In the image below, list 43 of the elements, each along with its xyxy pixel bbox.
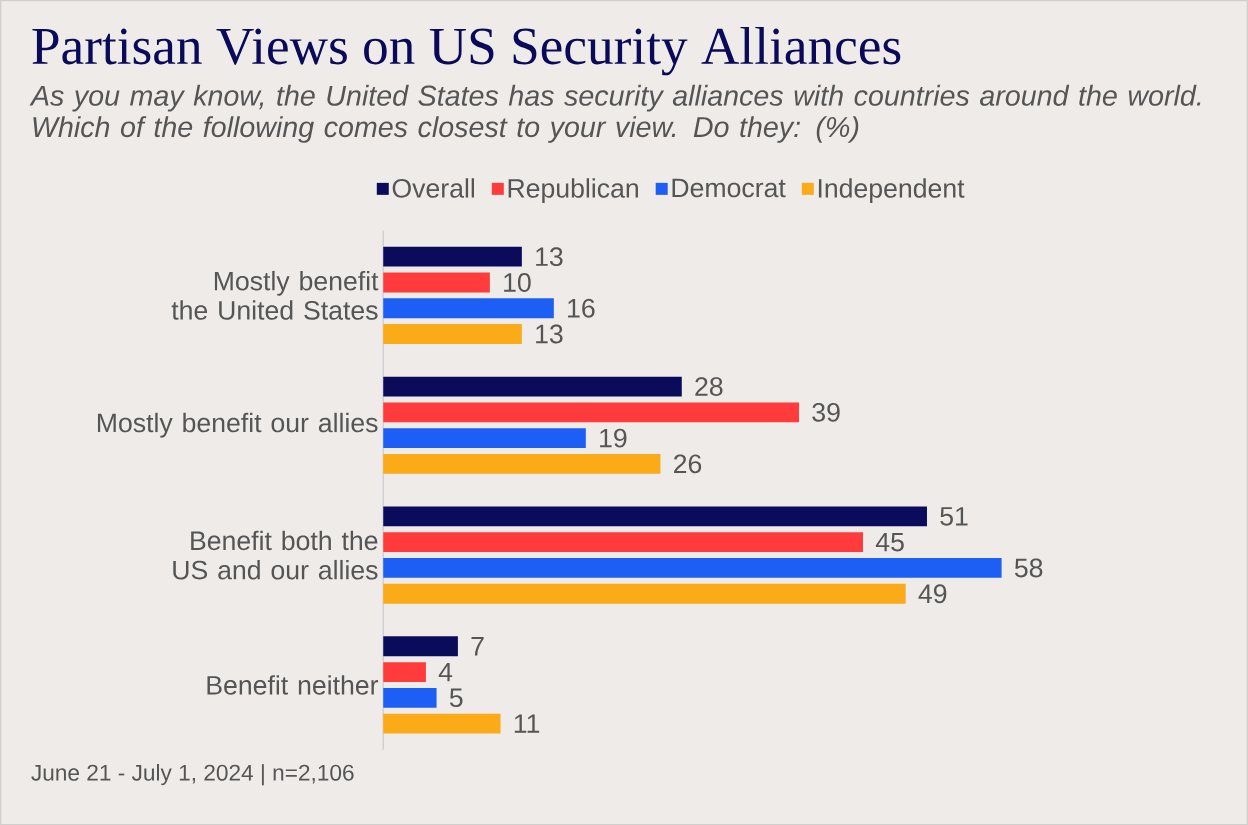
legend-label: Overall bbox=[392, 178, 475, 198]
bar bbox=[383, 661, 426, 682]
bar bbox=[383, 246, 522, 267]
bar bbox=[383, 532, 864, 552]
data-label: 39 bbox=[812, 402, 840, 422]
bar bbox=[383, 376, 682, 397]
legend-label: Republican bbox=[508, 178, 638, 203]
data-label: 51 bbox=[940, 506, 968, 526]
data-label: 5 bbox=[449, 688, 463, 707]
legend-label: Democrat bbox=[672, 178, 786, 198]
data-label: 16 bbox=[568, 298, 595, 318]
bar bbox=[383, 453, 661, 474]
bar bbox=[383, 583, 906, 604]
data-label: 49 bbox=[918, 584, 947, 603]
y-tick-label: Mostly benefit the United States bbox=[171, 270, 379, 320]
chart-title: Partisan Views on US Security Alliances bbox=[32, 26, 901, 76]
y-tick-label: Benefit neither bbox=[207, 674, 379, 695]
y-tick-label: Mostly benefit our allies bbox=[97, 412, 378, 438]
bar bbox=[383, 323, 522, 344]
text: June 21 - July 1, 2024 | n=2,106 bbox=[31, 763, 354, 786]
data-label: 7 bbox=[471, 636, 484, 656]
bar bbox=[383, 687, 437, 708]
bar bbox=[383, 298, 554, 318]
bar bbox=[383, 402, 800, 423]
bar bbox=[383, 636, 458, 656]
data-label: 26 bbox=[674, 454, 702, 474]
data-label: 13 bbox=[536, 324, 563, 344]
chart-subtitle: As you may know, the United States has security alliances with countries around the world. Which of the following comes closest to your view. Do they: (%) bbox=[29, 84, 1201, 143]
data-label: 13 bbox=[536, 247, 563, 266]
bar bbox=[383, 713, 501, 734]
y-tick-label: Benefit both the US and our allies bbox=[173, 530, 378, 580]
legend-label: Independent bbox=[818, 178, 965, 203]
data-label: 11 bbox=[514, 714, 540, 733]
data-label: 45 bbox=[875, 532, 904, 552]
data-label: 28 bbox=[695, 376, 723, 396]
bar bbox=[383, 427, 586, 448]
data-label: 4 bbox=[438, 662, 453, 681]
data-label: 10 bbox=[504, 272, 531, 292]
bar bbox=[383, 557, 1002, 578]
data-label: 19 bbox=[600, 428, 627, 448]
bar bbox=[383, 272, 490, 293]
data-label: 58 bbox=[1014, 558, 1043, 578]
bar bbox=[383, 506, 927, 527]
